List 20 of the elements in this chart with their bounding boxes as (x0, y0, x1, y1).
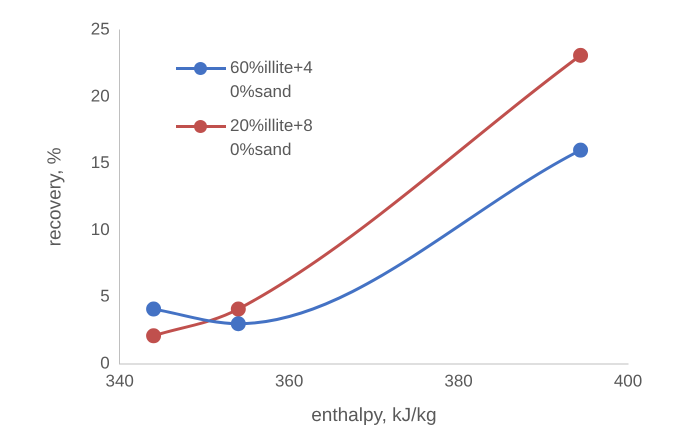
y-tick-label: 0 (100, 353, 110, 372)
y-axis-title: recovery, % (44, 147, 66, 246)
legend-label: 60%illite+40%sand (230, 57, 314, 103)
y-tick-label: 20 (90, 86, 110, 106)
x-tick-label: 380 (444, 372, 473, 391)
point (146, 328, 162, 344)
y-tick-label: 25 (90, 20, 110, 39)
point (230, 302, 246, 317)
legend-label: 20%illite+80%sand (230, 115, 314, 161)
y-tick-label: 15 (90, 153, 110, 172)
y-tick-label: 5 (100, 286, 110, 306)
point (573, 142, 588, 158)
point (573, 48, 588, 63)
x-axis-title: enthalpy, kJ/kg (311, 404, 437, 426)
point (230, 316, 246, 332)
y-tick-label: 10 (90, 220, 110, 239)
point (146, 302, 162, 317)
x-tick-label: 360 (274, 372, 304, 391)
x-tick-label: 340 (106, 372, 134, 391)
x-tick-label: 400 (614, 372, 642, 391)
